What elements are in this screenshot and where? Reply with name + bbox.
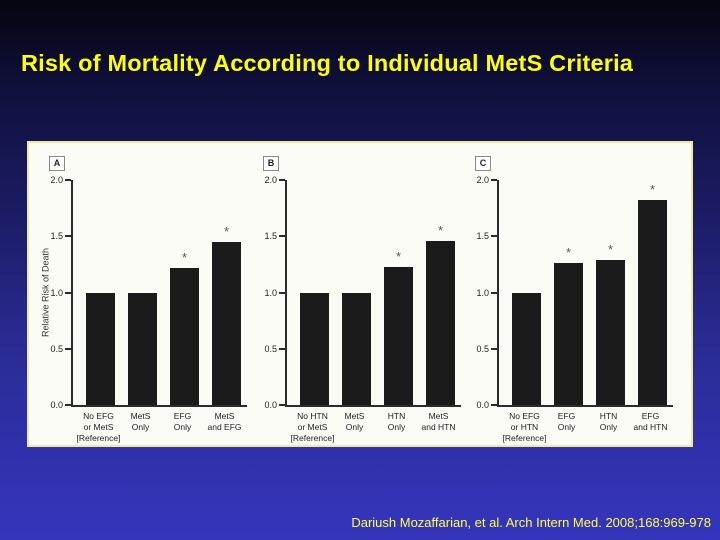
- x-tick-label: No EFG or MetS [Reference]: [76, 411, 121, 444]
- x-tick-label: EFG Only: [557, 411, 576, 433]
- y-tick-mark: [279, 291, 285, 294]
- y-tick-mark: [65, 347, 71, 350]
- bar: [128, 292, 157, 405]
- bar: [638, 200, 667, 405]
- x-tick-label: HTN Only: [387, 411, 406, 433]
- bar: [554, 263, 583, 405]
- x-tick-label: MetS Only: [130, 411, 151, 433]
- bar: [512, 292, 541, 405]
- slide-title: Risk of Mortality According to Individua…: [21, 50, 634, 76]
- plot-area: 0.0 0.5 1.0 1.5 2.0 * *: [50, 175, 247, 410]
- y-tick-mark: [491, 404, 497, 406]
- y-tick-label: 2.0: [264, 175, 277, 185]
- y-tick-mark: [65, 179, 71, 181]
- y-tick-label: 0.0: [264, 400, 277, 410]
- y-tick-mark: [65, 404, 71, 406]
- y-tick-mark: [279, 179, 285, 181]
- plot-area: 0.0 0.5 1.0 1.5 2.0 * * *: [476, 175, 673, 410]
- significance-asterisk: *: [181, 249, 188, 265]
- bar: [426, 240, 455, 405]
- y-tick-label: 1.5: [264, 231, 277, 242]
- y-tick-label: 0.0: [50, 400, 63, 410]
- bar: [596, 259, 625, 405]
- bar: [342, 292, 371, 405]
- x-tick-label: No HTN or MetS [Reference]: [290, 411, 335, 444]
- y-tick-label: 1.0: [50, 287, 63, 298]
- bar-chart-panel-c: C 0.0 0.5 1.0 1.5 2.0 * * * No EFG or HTN [Refere…: [467, 151, 682, 443]
- x-tick-label: MetS and EFG: [207, 411, 242, 433]
- y-tick-mark: [491, 347, 497, 350]
- significance-asterisk: *: [437, 222, 444, 238]
- y-tick-mark: [491, 235, 497, 238]
- significance-asterisk: *: [565, 245, 572, 261]
- bar: [212, 241, 241, 405]
- y-tick-mark: [491, 179, 497, 181]
- figure-panel: A Relative Risk of Death 0.0 0.5 1.0 1.5 2.0 * *…: [27, 141, 693, 447]
- significance-asterisk: *: [223, 223, 230, 239]
- y-tick-mark: [65, 235, 71, 238]
- significance-asterisk: *: [607, 241, 614, 257]
- y-tick-mark: [65, 291, 71, 294]
- y-tick-label: 0.5: [476, 343, 489, 354]
- y-tick-mark: [279, 235, 285, 238]
- citation: Dariush Mozaffarian, et al. Arch Intern …: [351, 515, 711, 530]
- bar-chart-panel-a: A Relative Risk of Death 0.0 0.5 1.0 1.5 2.0 * *…: [41, 151, 256, 443]
- y-tick-label: 1.5: [476, 231, 489, 242]
- y-tick-label: 0.5: [264, 343, 277, 354]
- x-tick-label: MetS and HTN: [421, 411, 456, 433]
- bar: [300, 292, 329, 405]
- x-tick-label: EFG Only: [173, 411, 192, 433]
- plot-area: 0.0 0.5 1.0 1.5 2.0 * *: [264, 175, 461, 410]
- bar-chart-panel-b: B 0.0 0.5 1.0 1.5 2.0 * * No HTN or MetS [Refere…: [255, 151, 470, 443]
- bar: [86, 292, 115, 405]
- y-tick-label: 0.0: [476, 400, 489, 410]
- y-tick-label: 0.5: [50, 343, 63, 354]
- y-tick-label: 1.5: [50, 231, 63, 242]
- y-tick-label: 1.0: [476, 287, 489, 298]
- panel-letter: C: [475, 156, 491, 171]
- y-tick-label: 2.0: [50, 175, 63, 185]
- significance-asterisk: *: [395, 248, 402, 264]
- x-tick-label: HTN Only: [599, 411, 618, 433]
- x-tick-label: EFG and HTN: [633, 411, 668, 433]
- bar: [170, 267, 199, 405]
- y-tick-label: 1.0: [264, 287, 277, 298]
- y-tick-mark: [279, 404, 285, 406]
- y-tick-label: 2.0: [476, 175, 489, 185]
- bar: [384, 266, 413, 405]
- x-tick-label: No EFG or HTN [Reference]: [502, 411, 547, 444]
- y-tick-mark: [279, 347, 285, 350]
- y-tick-mark: [491, 291, 497, 294]
- x-tick-label: MetS Only: [344, 411, 365, 433]
- panel-letter: A: [49, 156, 65, 171]
- panel-letter: B: [263, 156, 279, 171]
- significance-asterisk: *: [649, 182, 656, 198]
